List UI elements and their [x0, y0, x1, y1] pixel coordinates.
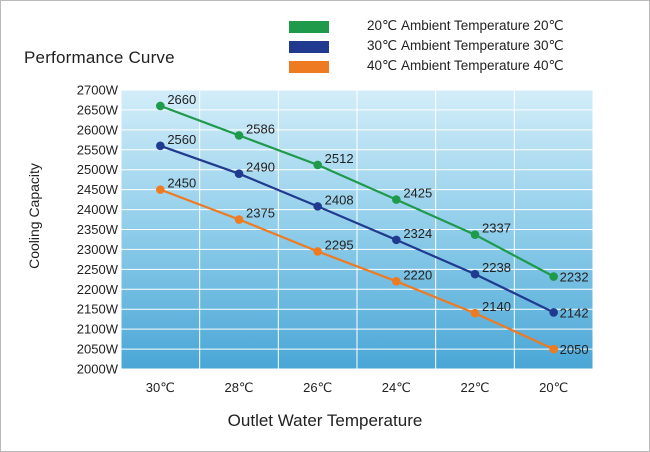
- data-point: [470, 308, 480, 318]
- y-tick-label: 2650W: [77, 102, 119, 117]
- legend-name-20: Ambient Temperature 20℃: [400, 18, 564, 33]
- legend-label-20: 20℃ Ambient Temperature 20℃: [367, 18, 564, 34]
- legend-swatch-40: [289, 61, 329, 73]
- data-label: 2140: [482, 299, 511, 314]
- legend-name-30: Ambient Temperature 30℃: [400, 38, 564, 53]
- legend-prefix-30: 30℃: [367, 38, 398, 53]
- data-label: 2490: [246, 160, 275, 175]
- series-line-1: [159, 104, 555, 278]
- data-label: 2512: [325, 151, 354, 166]
- y-tick-label: 2700W: [77, 83, 119, 98]
- data-label: 2586: [246, 121, 275, 136]
- y-tick-label: 2450W: [77, 182, 119, 197]
- y-tick-label: 2150W: [77, 302, 119, 317]
- data-point: [234, 215, 244, 224]
- legend-prefix-20: 20℃: [367, 18, 398, 33]
- data-label: 2238: [482, 260, 511, 275]
- data-point: [156, 141, 165, 151]
- y-tick-label: 2350W: [77, 222, 119, 237]
- data-point: [156, 185, 165, 194]
- y-tick-label: 2400W: [77, 202, 119, 217]
- data-point: [234, 169, 244, 178]
- data-point: [392, 235, 401, 245]
- x-tick-label: 28℃: [224, 380, 253, 395]
- data-point: [313, 160, 322, 170]
- data-point: [470, 230, 480, 239]
- data-label: 2425: [403, 186, 432, 201]
- data-point: [470, 269, 480, 279]
- legend-swatch-30: [289, 41, 329, 53]
- data-label: 2660: [167, 92, 196, 107]
- y-tick-label: 2550W: [77, 142, 119, 157]
- data-point: [392, 195, 401, 204]
- y-tick-label: 2000W: [77, 362, 119, 377]
- data-label: 2560: [167, 132, 196, 147]
- legend-label-40: 40℃ Ambient Temperature 40℃: [367, 58, 564, 74]
- data-label: 2450: [167, 176, 196, 191]
- y-tick-label: 2100W: [77, 322, 119, 337]
- data-label: 2375: [246, 206, 275, 221]
- data-point: [313, 202, 322, 211]
- data-point: [549, 308, 558, 317]
- data-point: [234, 131, 244, 140]
- data-point: [392, 277, 401, 286]
- series-line-2: [159, 144, 555, 314]
- data-point: [549, 344, 558, 354]
- y-tick-label: 2300W: [77, 242, 119, 257]
- data-label: 2337: [482, 221, 511, 236]
- x-tick-label: 26℃: [303, 380, 332, 395]
- x-tick-label: 20℃: [539, 380, 568, 395]
- data-label: 2220: [403, 267, 432, 282]
- chart-title: Performance Curve: [24, 48, 175, 67]
- data-label: 2232: [560, 270, 589, 285]
- data-label: 2324: [403, 226, 432, 241]
- x-tick-label: 30℃: [146, 380, 175, 395]
- data-point: [313, 247, 322, 256]
- y-tick-label: 2050W: [77, 342, 119, 357]
- legend-swatch-20: [289, 21, 329, 33]
- y-tick-label: 2600W: [77, 122, 119, 137]
- data-label: 2295: [325, 237, 354, 252]
- legend-prefix-40: 40℃: [367, 58, 398, 73]
- data-point: [156, 101, 165, 111]
- x-axis-label: Outlet Water Temperature: [227, 411, 423, 430]
- legend-name-40: Ambient Temperature 40℃: [400, 58, 564, 73]
- x-tick-label: 24℃: [382, 380, 411, 395]
- y-tick-label: 2250W: [77, 262, 119, 277]
- series-line-3: [159, 188, 555, 351]
- y-tick-label: 2200W: [77, 282, 119, 297]
- legend-label-30: 30℃ Ambient Temperature 30℃: [367, 38, 564, 54]
- data-label: 2408: [325, 192, 354, 207]
- data-label: 2142: [560, 305, 589, 320]
- data-label: 2050: [560, 342, 589, 357]
- x-tick-label: 22℃: [460, 380, 489, 395]
- y-tick-label: 2500W: [77, 162, 119, 177]
- data-point: [549, 272, 558, 281]
